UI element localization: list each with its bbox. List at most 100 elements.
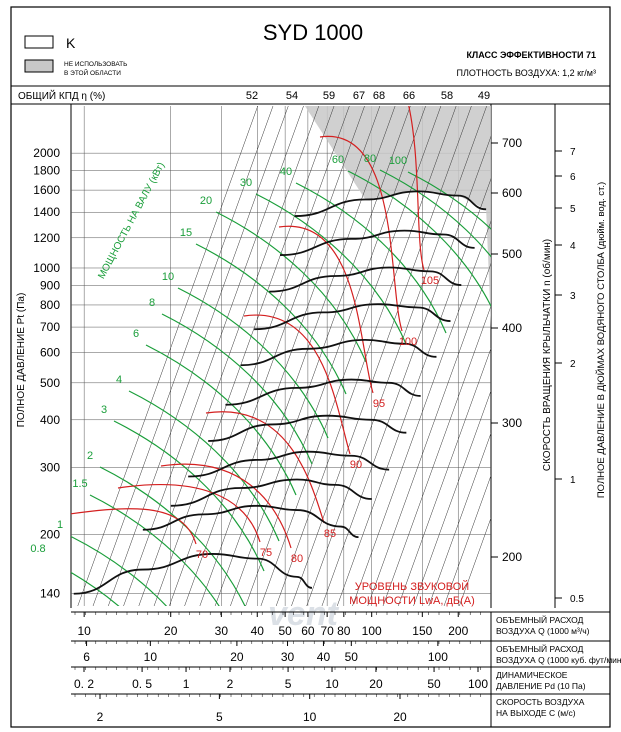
bottom-tick-label: 2 bbox=[227, 677, 234, 691]
efficiency-diagonal bbox=[413, 389, 491, 606]
speed-curve bbox=[225, 378, 421, 406]
efficiency-tick-label: 54 bbox=[286, 90, 298, 102]
sound-value-label: 75 bbox=[260, 547, 272, 559]
bottom-axis-label-line2: ВОЗДУХА Q (1000 куб. фут/мин) bbox=[496, 655, 621, 665]
efficiency-diagonal bbox=[306, 106, 487, 606]
bottom-tick-label: 0. 2 bbox=[74, 677, 94, 691]
power-line bbox=[113, 420, 265, 572]
power-line bbox=[177, 287, 329, 439]
sound-curve bbox=[117, 484, 261, 543]
bottom-axis-label-line2: ВОЗДУХА Q (1000 м³/ч) bbox=[496, 626, 590, 636]
legend-grey-line2: В ЭТОЙ ОБЛАСТИ bbox=[64, 68, 121, 77]
efficiency-tick-label: 67 bbox=[353, 90, 365, 102]
pressure-tick-label: 1800 bbox=[33, 164, 60, 178]
bottom-tick-label: 50 bbox=[427, 677, 441, 691]
pressure-tick-label: 200 bbox=[40, 528, 60, 542]
speed-curves bbox=[73, 190, 487, 595]
bottom-tick-label: 20 bbox=[369, 677, 383, 691]
pressure-tick-label: 800 bbox=[40, 298, 60, 312]
outer-frame bbox=[10, 6, 611, 728]
power-value-label: 3 bbox=[101, 404, 107, 416]
speed-curve bbox=[188, 450, 390, 478]
sound-curve bbox=[205, 411, 325, 524]
bottom-tick-label: 30 bbox=[215, 624, 229, 638]
power-value-label: 6 bbox=[133, 328, 139, 340]
bottom-tick-label: 5 bbox=[216, 710, 223, 724]
inwg-tick-label: 6 bbox=[570, 172, 576, 183]
sound-curve bbox=[278, 225, 374, 394]
speed-curve bbox=[280, 229, 475, 256]
efficiency-ticks: 52 54 59 67 68 66 58 49 bbox=[246, 90, 490, 102]
pressure-tick-label: 1600 bbox=[33, 183, 60, 197]
sound-label-line2: МОЩНОСТИ LwA, дБ(А) bbox=[349, 595, 475, 607]
efficiency-diagonal bbox=[199, 106, 381, 606]
bottom-axis-label-line1: ОБЪЕМНЫЙ РАСХОД bbox=[496, 643, 584, 654]
pressure-tick-label: 1400 bbox=[33, 205, 60, 219]
speed-curve bbox=[208, 414, 407, 442]
efficiency-diagonals bbox=[77, 106, 491, 606]
efficiency-class: КЛАСС ЭФФЕКТИВНОСТИ 71 bbox=[466, 50, 596, 60]
bottom-axis-label-line1: СКОРОСТЬ ВОЗДУХА bbox=[496, 697, 585, 707]
inwg-tick-label: 7 bbox=[570, 147, 576, 158]
power-value-label: 80 bbox=[364, 153, 376, 165]
speed-curve bbox=[142, 504, 359, 539]
power-value-label: 20 bbox=[200, 195, 212, 207]
bottom-tick-label: 2 bbox=[97, 710, 104, 724]
power-line bbox=[89, 494, 220, 606]
efficiency-diagonal bbox=[291, 106, 472, 606]
efficiency-tick-label: 52 bbox=[246, 90, 258, 102]
speed-curve bbox=[170, 478, 372, 507]
bottom-tick-label: 70 bbox=[320, 624, 334, 638]
inwg-tick-label: 2 bbox=[570, 359, 576, 370]
sound-value-label: 105 bbox=[421, 275, 439, 287]
watermark-logo bbox=[139, 629, 141, 631]
rpm-tick-label: 600 bbox=[502, 186, 522, 200]
bottom-tick-label: 1 bbox=[183, 677, 190, 691]
air-density: ПЛОТНОСТЬ ВОЗДУХА: 1,2 кг/м³ bbox=[457, 68, 596, 78]
legend-k-swatch bbox=[24, 35, 54, 49]
efficiency-label: ОБЩИЙ КПД η (%) bbox=[18, 89, 105, 102]
sound-label-line1: УРОВЕНЬ ЗВУКОВОЙ bbox=[355, 580, 469, 593]
pressure-tick-label: 300 bbox=[40, 460, 60, 474]
efficiency-diagonal bbox=[336, 178, 491, 606]
power-value-label: 1.5 bbox=[72, 478, 87, 490]
power-line bbox=[379, 169, 491, 258]
sound-curve bbox=[71, 508, 197, 545]
bottom-axis-label-line1: ОБЪЕМНЫЙ РАСХОД bbox=[496, 614, 584, 625]
sound-curve bbox=[408, 106, 425, 271]
efficiency-diagonal bbox=[275, 106, 457, 606]
inwg-tick-label: 4 bbox=[570, 241, 576, 252]
sound-curve bbox=[243, 314, 351, 455]
efficiency-diagonal bbox=[443, 474, 491, 606]
efficiency-diagonal bbox=[398, 347, 491, 606]
sound-value-label: 90 bbox=[350, 459, 362, 471]
inwg-ticks: 7 6 5 4 3 2 1 0.5 bbox=[555, 147, 584, 605]
efficiency-diagonal bbox=[352, 220, 491, 606]
power-line bbox=[71, 535, 167, 606]
bottom-tick-label: 100 bbox=[428, 650, 448, 664]
bottom-tick-label: 150 bbox=[412, 624, 432, 638]
power-axis-label: МОЩНОСТЬ НА ВАЛУ (кВт) bbox=[96, 161, 167, 281]
power-value-label: 2 bbox=[87, 450, 93, 462]
inwg-tick-label: 5 bbox=[570, 204, 576, 215]
efficiency-diagonal bbox=[245, 106, 426, 606]
efficiency-diagonal bbox=[428, 432, 491, 606]
rpm-ticks: 700 600 500 400 300 200 bbox=[491, 136, 522, 564]
bottom-tick-label: 80 bbox=[337, 624, 351, 638]
sound-value-label: 95 bbox=[373, 398, 385, 410]
bottom-tick-label: 10 bbox=[303, 710, 317, 724]
power-line bbox=[128, 390, 280, 542]
bottom-tick-label: 20 bbox=[164, 624, 178, 638]
sound-value-label: 100 bbox=[399, 336, 417, 348]
plot-area bbox=[71, 106, 491, 631]
power-value-label: 60 bbox=[332, 154, 344, 166]
speed-curve bbox=[73, 553, 313, 595]
sound-value-label: 80 bbox=[291, 553, 303, 565]
bottom-tick-label: 20 bbox=[230, 650, 244, 664]
efficiency-diagonal bbox=[92, 106, 274, 606]
sound-value-label: 85 bbox=[324, 528, 336, 540]
power-value-label: 100 bbox=[389, 155, 407, 167]
efficiency-diagonal bbox=[382, 305, 491, 606]
